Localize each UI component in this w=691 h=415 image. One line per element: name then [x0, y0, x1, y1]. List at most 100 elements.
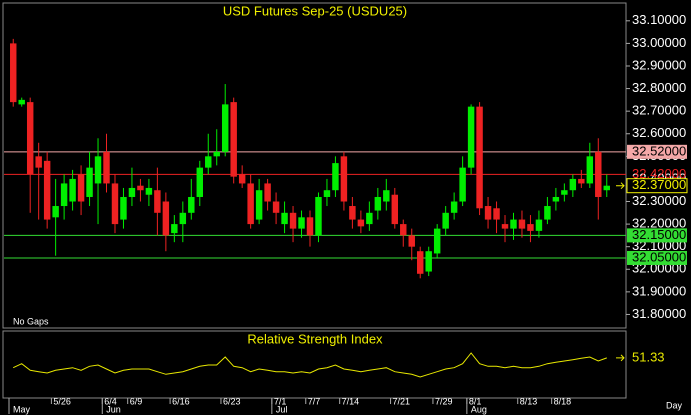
candle-body: [179, 212, 187, 225]
candle-body: [518, 219, 526, 229]
y-tick-label: 32.60000: [632, 125, 686, 140]
x-tick-label: 8/1: [469, 396, 482, 406]
y-tick-label: 32.90000: [632, 57, 686, 72]
candle-body: [349, 206, 356, 220]
candle-body: [272, 201, 280, 213]
candle-body: [552, 196, 560, 202]
x-tick-label: 7/7: [308, 396, 321, 406]
note: No Gaps: [13, 316, 49, 326]
x-tick-label: 5/26: [53, 396, 71, 406]
rsi-last-label: 51.33: [632, 349, 665, 364]
candle-body: [77, 174, 85, 202]
x-tick-label: 7/1: [274, 396, 287, 406]
candle-body: [459, 167, 466, 202]
candle-body: [425, 251, 432, 272]
candle-body: [578, 178, 585, 184]
x-tick-label: 8/18: [554, 396, 572, 406]
candle-body: [230, 102, 237, 177]
price-line-label: 32.05000: [632, 249, 686, 264]
candle-body: [196, 167, 203, 197]
candle-body: [298, 217, 305, 229]
y-tick-label: 32.70000: [632, 103, 686, 118]
candle-body: [162, 201, 170, 236]
candle-body: [255, 190, 263, 220]
candle-body: [103, 151, 110, 184]
price-line-label: 32.42000: [632, 166, 686, 181]
candle-body: [221, 104, 229, 152]
candle-body: [400, 224, 407, 236]
y-tick-label: 32.80000: [632, 80, 686, 95]
candle-body: [94, 156, 102, 184]
candle-body: [391, 194, 399, 225]
month-label: May: [13, 404, 31, 414]
x-tick-label: 6/9: [130, 396, 143, 406]
candle-body: [323, 190, 331, 197]
x-tick-label: 7/21: [393, 396, 411, 406]
candle-body: [374, 196, 382, 211]
rsi-title: Relative Strength Index: [247, 331, 383, 346]
candle-body: [366, 212, 373, 225]
candle-body: [603, 185, 610, 191]
candle-body: [120, 196, 127, 220]
candle-body: [213, 151, 220, 157]
y-tick-label: 33.10000: [632, 12, 686, 27]
candle-body: [493, 208, 500, 220]
candle-body: [340, 156, 348, 202]
price-panel: [2, 2, 627, 329]
price-line-label-box: [627, 144, 687, 159]
candle-body: [26, 102, 34, 175]
price-line-label-box: [627, 228, 687, 243]
y-tick-label: 31.90000: [632, 283, 686, 298]
y-tick-label: 31.80000: [632, 306, 686, 321]
candle-body: [484, 206, 492, 220]
candle-body: [535, 219, 543, 231]
price-line-label: 32.15000: [632, 227, 686, 242]
last-price-arrow: [616, 182, 625, 190]
candle-body: [450, 201, 458, 213]
candle-body: [501, 224, 509, 229]
candle-body: [86, 167, 93, 197]
candle-body: [43, 160, 51, 220]
x-tick-label: 7/14: [342, 396, 360, 406]
candle-body: [357, 219, 365, 227]
candle-body: [205, 156, 212, 168]
last-price-box: [626, 178, 688, 194]
month-label: Jul: [276, 404, 288, 414]
candle-body: [408, 235, 415, 247]
candle-body: [52, 206, 59, 218]
candle-body: [247, 183, 254, 225]
month-label: Jun: [106, 404, 121, 414]
candle-body: [595, 151, 602, 197]
candle-body: [467, 106, 475, 168]
candle-body: [238, 174, 246, 184]
candle-body: [188, 196, 195, 213]
last-price-label: 32.37000: [632, 177, 686, 192]
price-line-label-box: [627, 250, 687, 265]
rsi-last-arrow: [616, 354, 625, 362]
x-tick-label: 8/13: [520, 396, 538, 406]
candle-body: [586, 156, 594, 184]
candle-body: [383, 190, 390, 202]
candle-body: [289, 212, 297, 229]
candle-body: [561, 190, 568, 195]
candle-body: [544, 206, 551, 220]
x-tick-label: 6/16: [172, 396, 190, 406]
candle-body: [417, 251, 424, 274]
y-tick-label: 33.00000: [632, 35, 686, 50]
candle-body: [137, 185, 144, 191]
candle-body: [18, 99, 25, 105]
candle-body: [145, 187, 153, 195]
candle-body: [128, 187, 136, 197]
candle-body: [111, 183, 119, 225]
x-tick-label: 7/29: [435, 396, 453, 406]
x-tick-label: 6/4: [104, 396, 117, 406]
candle-body: [10, 43, 17, 103]
candle-body: [315, 196, 322, 236]
candle-body: [527, 224, 534, 231]
candle-body: [69, 178, 76, 202]
rsi-panel: [2, 330, 627, 399]
candle-body: [60, 183, 68, 207]
y-tick-label: 32.20000: [632, 216, 686, 231]
candle-body: [569, 178, 577, 191]
